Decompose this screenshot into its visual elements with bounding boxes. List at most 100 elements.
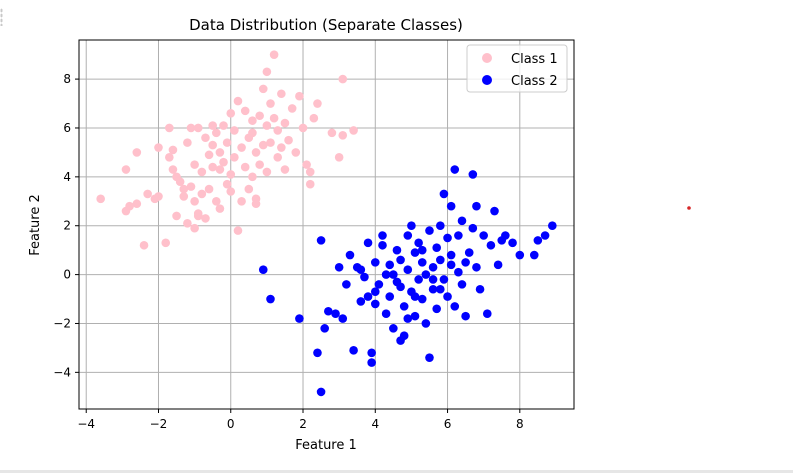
data-point xyxy=(436,255,445,265)
data-point xyxy=(219,121,228,130)
data-point xyxy=(396,282,405,292)
data-point xyxy=(324,306,333,316)
data-point xyxy=(338,131,348,140)
data-point xyxy=(208,121,217,130)
y-tick-label: 4 xyxy=(63,170,71,184)
data-point xyxy=(179,184,189,194)
data-point xyxy=(154,192,163,201)
data-point xyxy=(179,192,189,201)
data-point xyxy=(407,221,416,231)
data-point xyxy=(349,126,358,135)
data-point xyxy=(197,167,207,177)
data-point xyxy=(428,275,438,284)
data-point xyxy=(439,189,449,199)
data-point xyxy=(287,104,297,113)
data-point xyxy=(461,311,470,321)
legend-label-class-2: Class 2 xyxy=(511,74,558,89)
data-point xyxy=(425,226,434,235)
y-tick-label: −2 xyxy=(53,316,71,330)
data-point xyxy=(436,284,445,294)
data-point xyxy=(370,299,380,309)
data-point xyxy=(313,99,322,108)
data-point xyxy=(193,211,203,221)
data-point xyxy=(396,255,405,265)
data-point xyxy=(414,275,423,284)
data-point xyxy=(370,287,380,297)
y-tick-label: −4 xyxy=(53,365,71,379)
data-point xyxy=(262,121,272,130)
data-point xyxy=(399,302,409,311)
data-point xyxy=(342,280,351,289)
data-point xyxy=(226,187,236,196)
data-point xyxy=(457,216,467,226)
data-point xyxy=(479,231,488,240)
data-point xyxy=(154,143,163,152)
data-point xyxy=(345,250,355,260)
data-point xyxy=(273,126,283,135)
data-point xyxy=(230,126,239,135)
data-point xyxy=(230,152,239,162)
series-class-1 xyxy=(96,50,358,250)
drag-handle-icon[interactable] xyxy=(0,8,3,26)
data-point xyxy=(125,201,134,211)
y-tick-label: 0 xyxy=(63,268,71,282)
data-point xyxy=(168,165,178,174)
data-point xyxy=(417,294,427,304)
bottom-scrollbar[interactable] xyxy=(0,470,793,473)
data-point xyxy=(446,260,456,270)
data-point xyxy=(121,165,131,174)
data-point xyxy=(316,236,326,245)
data-point xyxy=(258,140,268,150)
axis-ticks: −4 −2 0 2 4 6 8 −4 −2 0 2 4 6 8 xyxy=(53,72,523,431)
plot-frame xyxy=(78,39,575,410)
data-point xyxy=(461,258,470,267)
data-point xyxy=(313,348,322,358)
data-point xyxy=(439,275,449,284)
data-point xyxy=(208,140,217,150)
data-point xyxy=(389,270,398,279)
data-point xyxy=(295,91,304,101)
y-tick-label: 2 xyxy=(63,219,71,233)
data-point xyxy=(251,194,261,204)
data-point xyxy=(291,148,301,157)
data-point xyxy=(454,231,463,240)
data-point xyxy=(327,128,337,138)
data-point xyxy=(211,196,221,206)
data-point xyxy=(219,157,228,167)
y-tick-label: 6 xyxy=(63,121,71,135)
data-point xyxy=(410,292,420,301)
data-point xyxy=(277,143,286,152)
data-point xyxy=(472,262,481,272)
data-point xyxy=(273,152,283,162)
data-point xyxy=(201,214,210,223)
data-point xyxy=(392,245,402,255)
data-point xyxy=(248,128,257,138)
data-point xyxy=(266,294,275,304)
data-point xyxy=(277,89,286,99)
data-point xyxy=(334,152,344,162)
data-point xyxy=(417,258,427,267)
data-point xyxy=(320,324,329,333)
data-point xyxy=(493,260,503,270)
data-point xyxy=(165,152,174,162)
data-point xyxy=(233,96,243,106)
data-point xyxy=(508,238,517,248)
data-point xyxy=(255,160,264,169)
data-point xyxy=(533,236,543,245)
data-point xyxy=(139,240,149,250)
data-point xyxy=(269,50,279,59)
data-point xyxy=(204,150,214,160)
data-point xyxy=(338,74,348,84)
data-point xyxy=(472,201,481,211)
data-point xyxy=(464,248,474,257)
data-point xyxy=(197,189,207,199)
data-point xyxy=(417,245,427,255)
data-point xyxy=(443,233,452,243)
data-point xyxy=(215,204,225,213)
data-point xyxy=(378,240,387,250)
data-point xyxy=(248,172,257,182)
data-point xyxy=(446,201,456,211)
data-point xyxy=(370,258,380,267)
data-point xyxy=(172,211,181,221)
